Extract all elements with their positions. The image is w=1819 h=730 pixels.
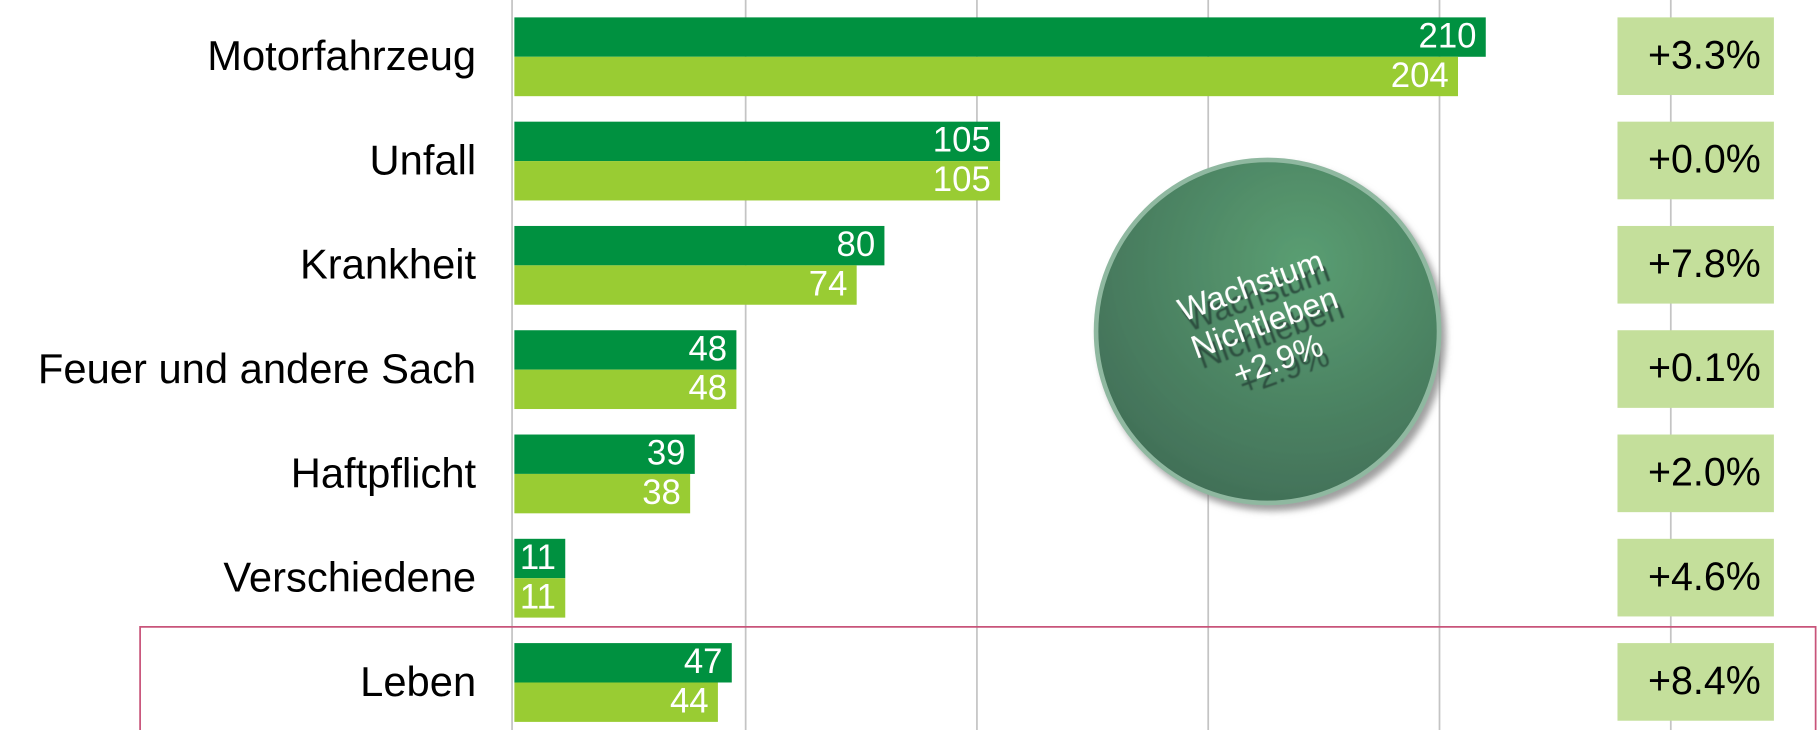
- bar: [514, 643, 732, 683]
- category-label: Krankheit: [300, 241, 477, 288]
- growth-box: [1617, 330, 1774, 408]
- bar: [514, 682, 718, 722]
- growth-label: +4.6%: [1648, 555, 1761, 599]
- value-label: 48: [688, 330, 727, 368]
- growth-box: [1617, 225, 1774, 304]
- value-label: 11: [520, 578, 556, 616]
- bar: [514, 121, 1001, 162]
- category-label: Motorfahrzeug: [207, 32, 476, 79]
- growth-box: [1617, 121, 1774, 200]
- value-label: 204: [1391, 57, 1449, 95]
- growth-box: [1617, 434, 1774, 513]
- growth-box: [1617, 643, 1774, 721]
- value-label: 210: [1419, 17, 1477, 55]
- value-label: 39: [647, 435, 686, 473]
- circle: [1093, 157, 1442, 506]
- value-label: 44: [670, 683, 709, 721]
- bar: [514, 538, 566, 579]
- growth-label: +0.1%: [1648, 346, 1761, 390]
- highlight-box: [139, 626, 1817, 730]
- growth-box: [1617, 538, 1774, 617]
- growth-label: +0.0%: [1648, 138, 1761, 182]
- bar: [514, 330, 737, 370]
- value-label: 48: [688, 370, 727, 408]
- value-label: 105: [933, 122, 991, 160]
- value-label: 105: [933, 161, 991, 199]
- growth-label: +7.8%: [1648, 242, 1761, 286]
- growth-label: +8.4%: [1648, 659, 1761, 703]
- bar: [514, 56, 1459, 97]
- bar: [514, 369, 737, 410]
- category-label: Haftpflicht: [291, 449, 477, 496]
- category-label: Leben: [360, 658, 476, 705]
- bar: [514, 161, 1001, 201]
- bar: [514, 473, 691, 514]
- growth-label: +2.0%: [1648, 450, 1761, 494]
- value-label: 47: [684, 643, 723, 681]
- category-label: Unfall: [370, 136, 477, 183]
- bar: [514, 225, 885, 266]
- growth-label: +3.3%: [1648, 33, 1761, 77]
- category-label: Verschiedene: [223, 554, 476, 601]
- value-label: 38: [642, 474, 681, 512]
- value-label: 11: [520, 539, 556, 577]
- category-label: Feuer und andere Sach: [38, 345, 476, 392]
- bar: [514, 265, 857, 305]
- value-label: 74: [809, 265, 848, 303]
- value-label: 80: [836, 226, 875, 264]
- bar: [514, 434, 695, 474]
- growth-box: [1617, 17, 1774, 96]
- bar: [514, 578, 566, 618]
- bar: [514, 17, 1486, 57]
